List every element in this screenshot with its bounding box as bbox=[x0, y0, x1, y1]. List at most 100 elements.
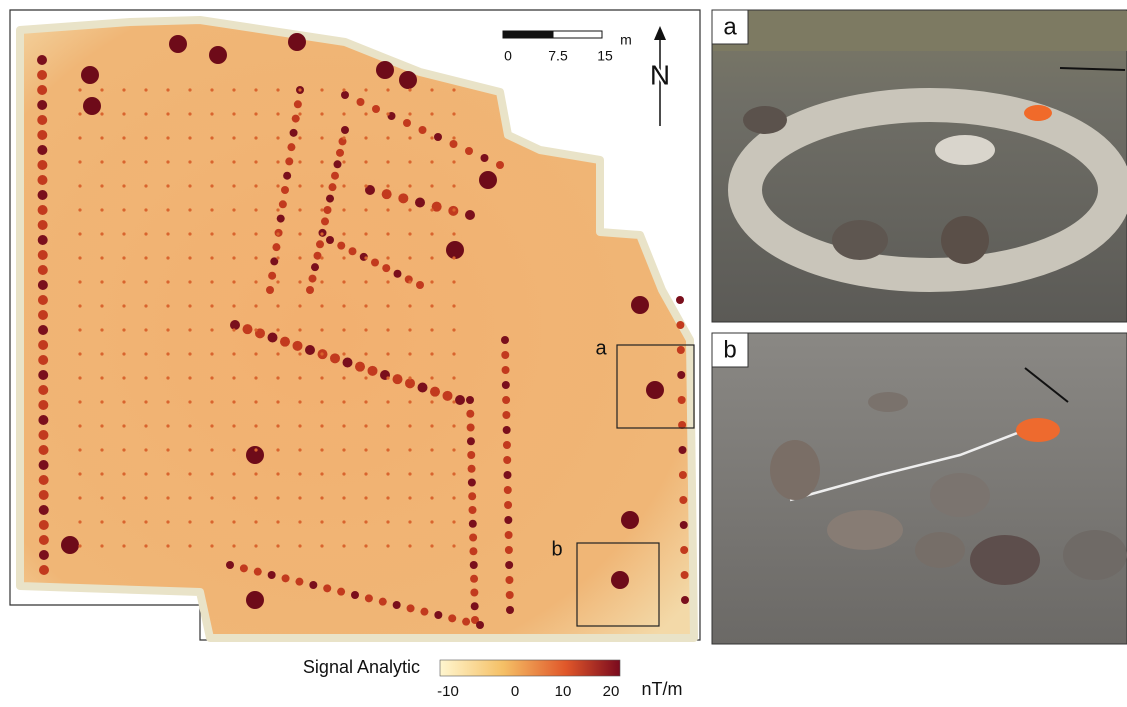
anomaly bbox=[465, 210, 475, 220]
anomaly bbox=[122, 184, 125, 187]
anomaly bbox=[38, 430, 48, 440]
anomaly bbox=[166, 520, 169, 523]
anomaly bbox=[430, 544, 433, 547]
anomaly bbox=[210, 376, 213, 379]
anomaly bbox=[78, 136, 81, 139]
anomaly bbox=[320, 136, 323, 139]
anomaly bbox=[166, 304, 169, 307]
anomaly bbox=[276, 376, 279, 379]
anomaly bbox=[232, 304, 235, 307]
anomaly bbox=[368, 366, 378, 376]
anomaly bbox=[314, 252, 322, 260]
anomaly bbox=[341, 91, 349, 99]
anomaly bbox=[144, 520, 147, 523]
anomaly bbox=[254, 544, 257, 547]
anomaly bbox=[78, 352, 81, 355]
anomaly bbox=[504, 516, 512, 524]
anomaly bbox=[100, 232, 103, 235]
anomaly bbox=[334, 160, 342, 168]
anomaly bbox=[386, 184, 389, 187]
anomaly bbox=[78, 448, 81, 451]
anomaly bbox=[386, 472, 389, 475]
anomaly bbox=[502, 381, 510, 389]
inset-label: a bbox=[595, 337, 607, 359]
anomaly bbox=[83, 97, 101, 115]
anomaly bbox=[210, 496, 213, 499]
anomaly bbox=[321, 217, 329, 225]
anomaly bbox=[276, 424, 279, 427]
anomaly bbox=[78, 232, 81, 235]
anomaly bbox=[188, 88, 191, 91]
anomaly bbox=[408, 328, 411, 331]
anomaly bbox=[452, 280, 455, 283]
anomaly bbox=[430, 448, 433, 451]
anomaly bbox=[468, 492, 476, 500]
anomaly bbox=[298, 328, 301, 331]
anomaly bbox=[434, 133, 442, 141]
anomaly bbox=[38, 220, 48, 230]
anomaly bbox=[254, 88, 257, 91]
anomaly bbox=[386, 136, 389, 139]
anomaly bbox=[305, 345, 315, 355]
anomaly bbox=[78, 112, 81, 115]
anomaly bbox=[430, 112, 433, 115]
anomaly bbox=[232, 448, 235, 451]
anomaly bbox=[505, 546, 513, 554]
anomaly bbox=[279, 200, 287, 208]
anomaly bbox=[430, 304, 433, 307]
anomaly bbox=[38, 325, 48, 335]
anomaly bbox=[386, 520, 389, 523]
anomaly bbox=[416, 281, 424, 289]
anomaly bbox=[386, 376, 389, 379]
anomaly bbox=[166, 112, 169, 115]
anomaly bbox=[503, 426, 511, 434]
anomaly bbox=[276, 112, 279, 115]
color-bar-label: -10 bbox=[437, 683, 459, 700]
anomaly bbox=[277, 215, 285, 223]
anomaly bbox=[298, 256, 301, 259]
anomaly bbox=[376, 61, 394, 79]
anomaly bbox=[78, 208, 81, 211]
anomaly bbox=[38, 370, 48, 380]
anomaly bbox=[342, 424, 345, 427]
tape bbox=[1016, 418, 1060, 442]
anomaly bbox=[320, 256, 323, 259]
anomaly bbox=[254, 208, 257, 211]
anomaly bbox=[502, 396, 510, 404]
anomaly bbox=[281, 186, 289, 194]
anomaly bbox=[100, 400, 103, 403]
anomaly bbox=[341, 126, 349, 134]
anomaly bbox=[294, 100, 302, 108]
anomaly bbox=[386, 352, 389, 355]
anomaly bbox=[393, 601, 401, 609]
anomaly bbox=[298, 280, 301, 283]
anomaly bbox=[39, 565, 49, 575]
anomaly bbox=[37, 130, 47, 140]
anomaly bbox=[452, 472, 455, 475]
stone bbox=[970, 535, 1040, 585]
anomaly bbox=[631, 296, 649, 314]
anomaly bbox=[38, 235, 48, 245]
anomaly bbox=[467, 451, 475, 459]
anomaly bbox=[364, 136, 367, 139]
anomaly bbox=[371, 259, 379, 267]
anomaly bbox=[100, 160, 103, 163]
anomaly bbox=[100, 520, 103, 523]
anomaly bbox=[166, 376, 169, 379]
anomaly bbox=[448, 614, 456, 622]
anomaly bbox=[506, 606, 514, 614]
anomaly bbox=[329, 183, 337, 191]
anomaly bbox=[78, 328, 81, 331]
anomaly bbox=[78, 544, 81, 547]
anomaly bbox=[320, 88, 323, 91]
anomaly bbox=[78, 376, 81, 379]
anomaly bbox=[100, 136, 103, 139]
anomaly bbox=[342, 328, 345, 331]
anomaly bbox=[452, 544, 455, 547]
anomaly bbox=[320, 424, 323, 427]
anomaly bbox=[100, 328, 103, 331]
anomaly bbox=[342, 184, 345, 187]
anomaly bbox=[188, 256, 191, 259]
survey-area bbox=[20, 20, 694, 638]
anomaly bbox=[342, 304, 345, 307]
